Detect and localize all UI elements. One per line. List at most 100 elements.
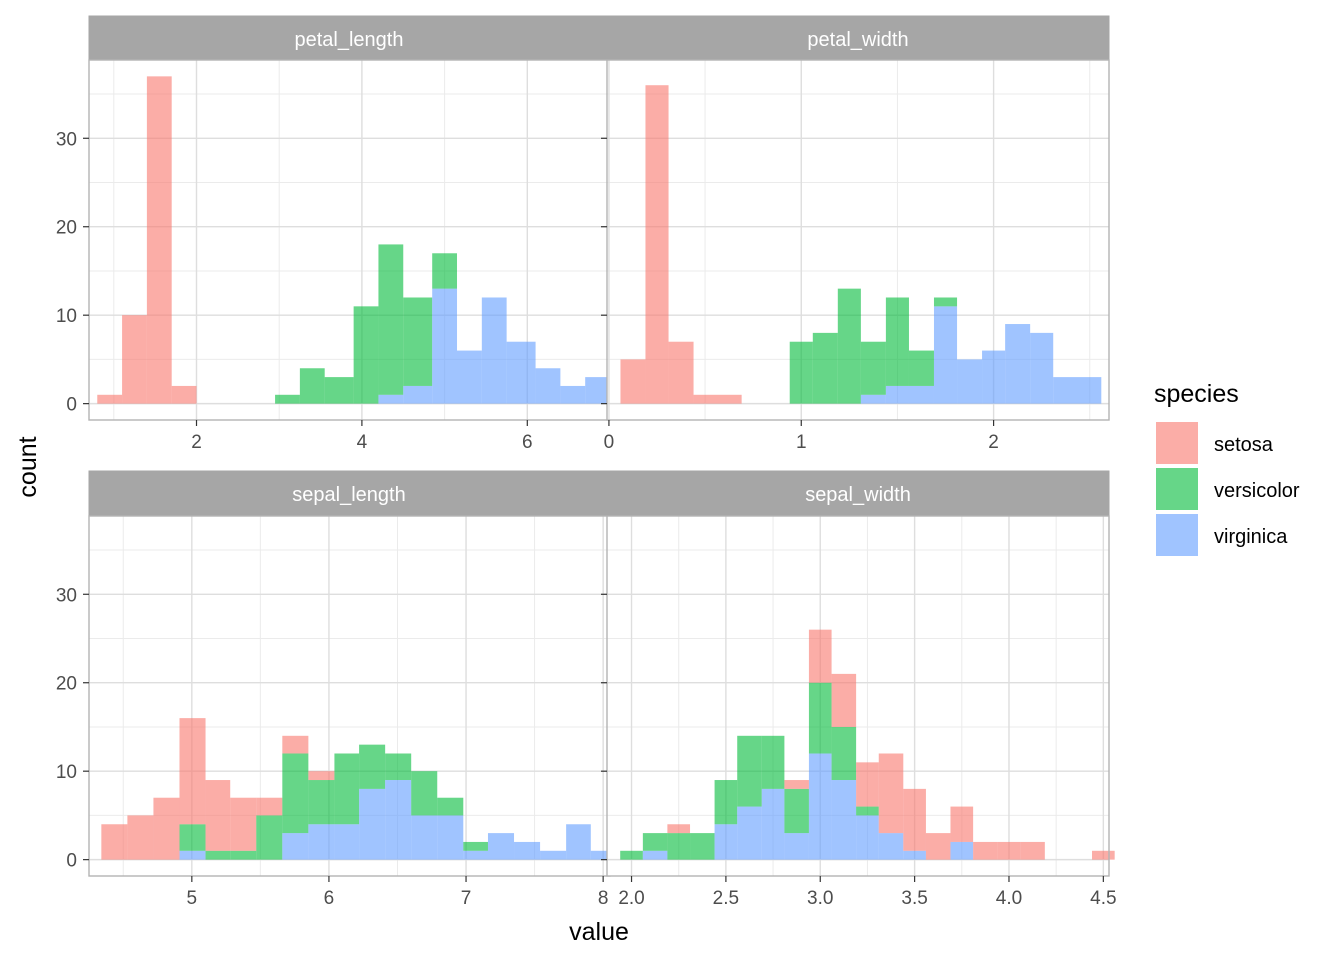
panel-border — [606, 59, 1110, 421]
bar-setosa — [878, 753, 904, 834]
legend-items: setosa versicolor virginica — [1156, 422, 1300, 556]
bar-virginica — [885, 385, 909, 404]
bar-virginica — [432, 288, 458, 404]
legend-item-versicolor: versicolor — [1156, 468, 1300, 510]
bar-setosa — [146, 76, 172, 404]
bar-virginica — [481, 297, 507, 404]
legend-item-virginica: virginica — [1156, 514, 1288, 556]
strip-label: petal_length — [295, 29, 404, 51]
x-tick-label: 4.5 — [1090, 888, 1116, 909]
x-tick-label: 2.0 — [618, 888, 644, 909]
bar-setosa — [97, 394, 123, 404]
bar-setosa — [973, 841, 998, 860]
bar-setosa — [153, 797, 180, 860]
y-tick-label: 30 — [56, 585, 77, 606]
bar-setosa — [667, 824, 691, 834]
bar-versicolor — [831, 726, 857, 781]
legend: species setosa versicolor virginica — [1154, 380, 1300, 556]
panel-petal_length: petal_length 0 10 20 30 2 4 6 — [56, 15, 611, 453]
x-tick-label: 2 — [191, 432, 202, 453]
bar-setosa — [101, 824, 128, 860]
bar-versicolor — [432, 253, 458, 289]
y-tick-label: 20 — [56, 674, 77, 695]
bar-versicolor — [837, 288, 861, 404]
bar-versicolor — [620, 850, 643, 860]
y-tick-label: 10 — [56, 762, 77, 783]
bar-setosa — [645, 85, 669, 404]
bar-virginica — [856, 815, 879, 860]
bar-virginica — [908, 385, 934, 404]
bar-setosa — [925, 833, 951, 860]
bar-versicolor — [282, 753, 309, 834]
bar-virginica — [457, 350, 482, 404]
bar-versicolor — [737, 735, 762, 807]
strip-label: petal_width — [807, 29, 908, 51]
bar-setosa — [179, 718, 206, 825]
panel-sepal_length: sepal_length 0 10 20 30 5 6 7 8 — [56, 470, 617, 909]
bar-virginica — [585, 377, 610, 404]
bar-versicolor — [908, 350, 934, 386]
bar-virginica — [784, 833, 809, 860]
strip-petal_width — [606, 15, 1110, 61]
bar-versicolor — [299, 368, 325, 404]
bar-setosa — [620, 359, 646, 404]
bar-virginica — [308, 824, 335, 860]
bar-setosa — [308, 771, 335, 781]
strip-sepal_width — [606, 470, 1110, 516]
x-tick-label: 5 — [187, 888, 198, 909]
bar-virginica — [487, 833, 515, 860]
bar-setosa — [903, 788, 926, 851]
bar-virginica — [514, 841, 541, 860]
x-tick-label: 6 — [522, 432, 533, 453]
bar-versicolor — [205, 850, 231, 860]
x-tick-label: 4 — [357, 432, 368, 453]
bar-versicolor — [308, 780, 335, 825]
bar-virginica — [566, 824, 591, 860]
x-tick-label: 4.0 — [996, 888, 1022, 909]
bar-virginica — [411, 815, 438, 860]
bar-setosa — [127, 815, 154, 860]
bar-setosa — [282, 735, 309, 754]
bar-virginica — [385, 780, 412, 860]
bar-virginica — [378, 394, 404, 404]
bar-virginica — [878, 833, 904, 860]
legend-swatch — [1156, 514, 1198, 556]
bar-versicolor — [860, 341, 886, 395]
bar-versicolor — [856, 806, 879, 816]
bar-virginica — [403, 385, 433, 404]
bar-virginica — [437, 815, 464, 860]
strip-label: sepal_width — [805, 484, 911, 506]
bar-virginica — [860, 394, 886, 404]
bar-versicolor — [808, 682, 832, 754]
bar-setosa — [950, 806, 974, 842]
legend-label: versicolor — [1214, 480, 1300, 502]
bar-setosa — [230, 797, 257, 851]
bar-virginica — [982, 350, 1006, 404]
x-tick-label: 3.5 — [901, 888, 927, 909]
x-tick-label: 6 — [324, 888, 335, 909]
bar-setosa — [808, 629, 832, 683]
bar-versicolor — [789, 341, 813, 404]
x-tick-label: 3.0 — [807, 888, 833, 909]
panel-border — [606, 515, 1110, 877]
y-tick-label: 30 — [56, 129, 77, 150]
bar-virginica — [957, 359, 983, 404]
x-tick-label: 8 — [598, 888, 609, 909]
panel-petal_width: petal_width 0 1 2 — [601, 15, 1110, 453]
bar-versicolor — [275, 394, 300, 404]
bar-virginica — [831, 780, 857, 860]
x-tick-label: 2.5 — [713, 888, 739, 909]
legend-label: virginica — [1214, 526, 1288, 548]
bar-virginica — [359, 788, 386, 860]
x-tick-label: 7 — [461, 888, 472, 909]
y-axis-title: count — [14, 436, 42, 497]
bar-virginica — [714, 824, 738, 860]
legend-title: species — [1154, 380, 1239, 408]
bar-setosa — [856, 762, 879, 807]
legend-swatch — [1156, 422, 1198, 464]
bar-virginica — [737, 806, 762, 860]
bar-virginica — [1030, 332, 1054, 404]
bar-versicolor — [378, 244, 404, 395]
panel-sepal_width: sepal_width 2.0 2.5 3.0 3.5 4.0 4.5 — [601, 470, 1117, 909]
